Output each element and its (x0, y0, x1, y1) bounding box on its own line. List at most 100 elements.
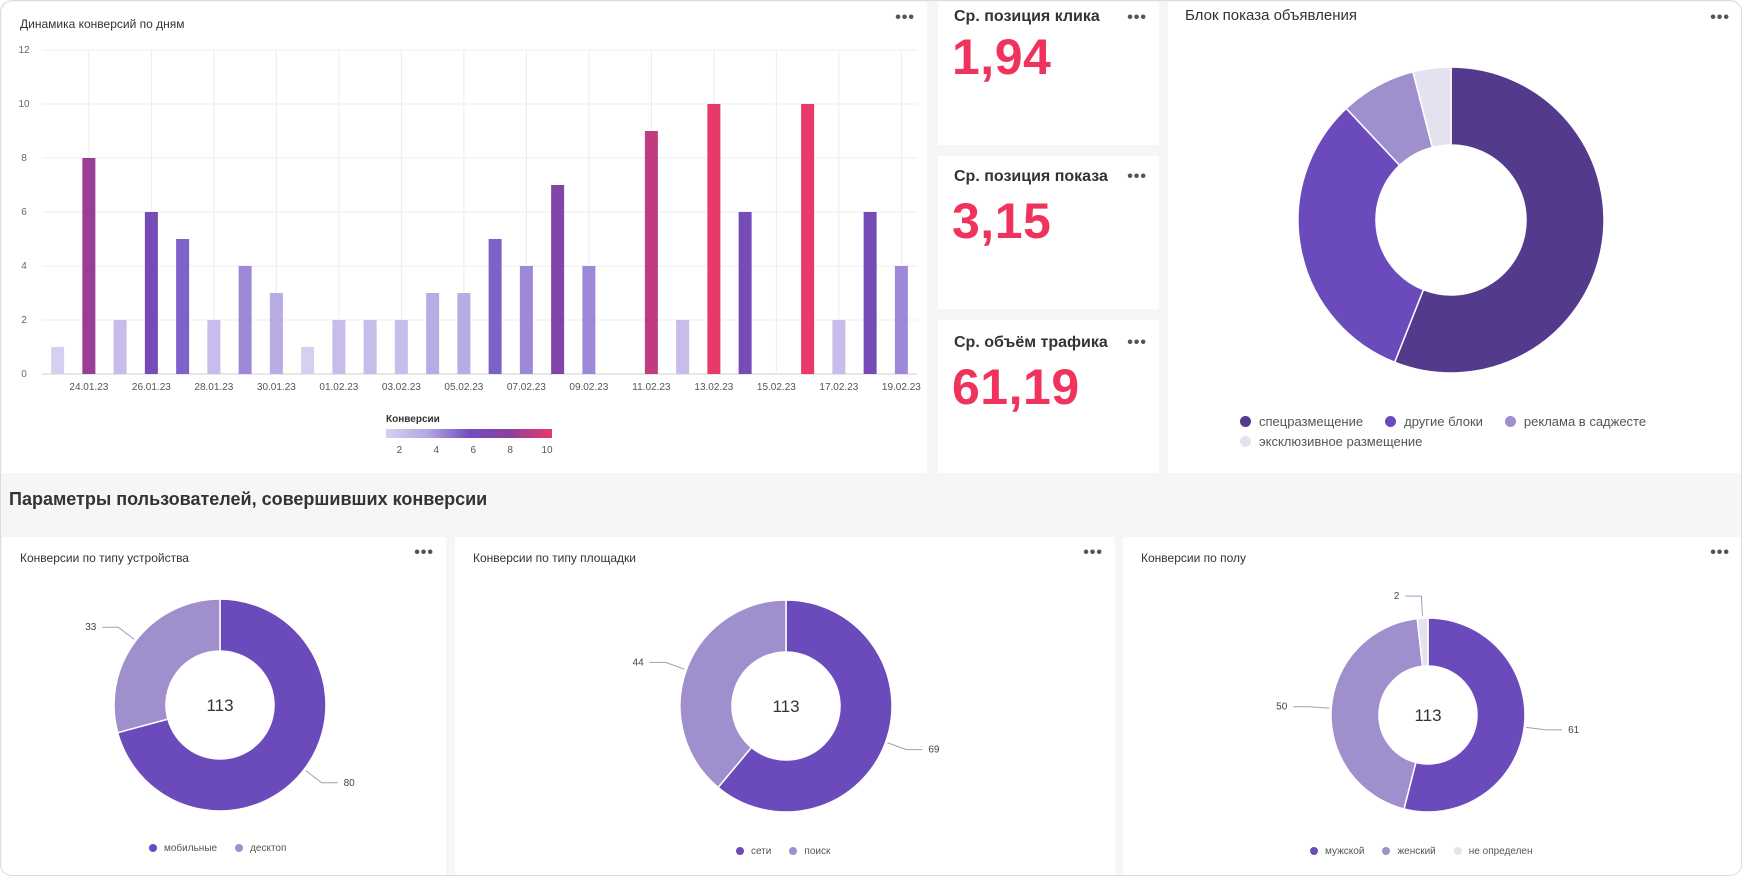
ad-block-title: Блок показа объявления (1185, 7, 1358, 24)
kpi-menu-icon[interactable]: ••• (1127, 9, 1147, 26)
legend-dot-icon (1382, 847, 1391, 855)
donut-slice (1412, 66, 1452, 149)
slice-leader-line (1526, 726, 1563, 731)
gender-card: Конверсии по полу ••• 61 50 2 113 мужской же… (1123, 537, 1741, 875)
slice-leader-line (102, 626, 135, 640)
slice-value-label: 50 (1276, 702, 1288, 713)
daily-conversions-menu-icon[interactable]: ••• (895, 9, 915, 26)
device-type-legend: мобильные десктоп (149, 838, 304, 858)
color-scale-tick: 8 (507, 445, 513, 456)
kpi-menu-icon[interactable]: ••• (1127, 334, 1147, 351)
legend-label: десктоп (250, 842, 287, 854)
slice-leader-line (305, 770, 338, 784)
bar (582, 266, 596, 374)
legend-label: поиск (804, 845, 831, 857)
legend-item[interactable]: мобильные (149, 838, 217, 858)
legend-dot-icon (1240, 415, 1251, 427)
gender-title: Конверсии по полу (1141, 551, 1247, 565)
bar (676, 320, 690, 374)
bar (269, 293, 283, 374)
legend-item[interactable]: поиск (789, 841, 830, 861)
bar (707, 104, 721, 374)
legend-item[interactable]: спецразмещение (1240, 411, 1363, 431)
x-tick-label: 28.01.23 (194, 382, 233, 393)
bar (144, 212, 158, 374)
slice-value-label: 80 (344, 778, 356, 789)
y-tick-label: 8 (21, 153, 27, 164)
bar (894, 266, 908, 374)
x-tick-label: 01.02.23 (319, 382, 358, 393)
bar (207, 320, 221, 374)
legend-item[interactable]: не определен (1453, 841, 1533, 861)
y-tick-label: 6 (21, 207, 27, 218)
bar (863, 212, 877, 374)
daily-conversions-title: Динамика конверсий по дням (20, 17, 185, 31)
kpi-menu-icon[interactable]: ••• (1127, 168, 1147, 185)
color-scale-title: Конверсии (386, 414, 440, 425)
x-tick-label: 24.01.23 (69, 382, 108, 393)
color-scale-tick: 2 (397, 445, 403, 456)
color-scale-tick: 6 (470, 445, 476, 456)
device-type-card: Конверсии по типу устройства ••• 80 33 113… (2, 537, 446, 875)
legend-label: реклама в саджесте (1523, 413, 1647, 429)
bar (832, 320, 846, 374)
donut-total: 113 (1414, 706, 1441, 725)
x-tick-label: 05.02.23 (444, 382, 483, 393)
legend-dot-icon (1504, 415, 1516, 427)
bar (426, 293, 440, 374)
legend-dot-icon (1385, 415, 1397, 427)
slice-value-label: 33 (85, 622, 97, 633)
kpi-value: 61,19 (952, 359, 1080, 415)
ad-block-card: Блок показа объявления ••• спецразмещени… (1168, 2, 1741, 473)
legend-dot-icon (1453, 847, 1462, 855)
bar (82, 158, 96, 374)
device-type-menu-icon[interactable]: ••• (414, 544, 434, 561)
legend-item[interactable]: десктоп (235, 838, 286, 858)
legend-dot-icon (149, 844, 157, 852)
legend-label: не определен (1468, 845, 1533, 857)
bar (644, 131, 658, 374)
bar (551, 185, 565, 374)
slice-value-label: 69 (928, 745, 940, 756)
donut-total: 113 (772, 697, 799, 716)
legend-item[interactable]: мужской (1310, 841, 1364, 861)
legend-dot-icon (736, 847, 744, 855)
donut-slice (116, 598, 327, 812)
legend-item[interactable]: женский (1382, 841, 1436, 861)
legend-label: спецразмещение (1259, 413, 1364, 429)
slice-leader-line (649, 661, 685, 670)
ad-block-menu-icon[interactable]: ••• (1710, 9, 1730, 26)
platform-type-donut: 69 44 113 (633, 599, 940, 813)
platform-type-menu-icon[interactable]: ••• (1083, 544, 1103, 561)
platform-type-card: Конверсии по типу площадки ••• 69 44 113 с… (455, 537, 1115, 875)
legend-dot-icon (1310, 847, 1318, 855)
bar-chart: 0 2 4 6 8 10 12 24.01.23 26.01.23 28.01.23 30.01.2… (18, 45, 921, 456)
legend-item[interactable]: сети (736, 841, 771, 861)
color-scale-bar (386, 429, 552, 438)
x-tick-label: 09.02.23 (569, 382, 608, 393)
x-tick-label: 11.02.23 (632, 382, 671, 393)
gender-menu-icon[interactable]: ••• (1710, 544, 1730, 561)
donut-total: 113 (206, 696, 233, 715)
slice-leader-line (1405, 595, 1423, 617)
donut-slice (1416, 617, 1429, 668)
legend-item[interactable]: другие блоки (1385, 411, 1483, 431)
kpi-card-impression-position: Ср. позиция показа 3,15 ••• (938, 156, 1159, 309)
legend-item[interactable]: эксклюзивное размещение (1240, 431, 1422, 451)
bar (738, 212, 752, 374)
y-tick-label: 0 (21, 369, 27, 380)
y-tick-label: 10 (18, 99, 30, 110)
donut-slice (717, 599, 893, 813)
bar (394, 320, 408, 374)
kpi-title: Ср. объём трафика (954, 334, 1108, 351)
bar (301, 347, 315, 374)
donut-slice (1297, 107, 1425, 364)
slice-value-label: 44 (633, 657, 645, 668)
x-tick-label: 17.02.23 (819, 382, 858, 393)
x-tick-label: 30.01.23 (257, 382, 296, 393)
legend-label: другие блоки (1404, 413, 1483, 429)
bar (332, 320, 346, 374)
legend-item[interactable]: реклама в саджесте (1504, 411, 1647, 431)
bar (51, 347, 65, 374)
